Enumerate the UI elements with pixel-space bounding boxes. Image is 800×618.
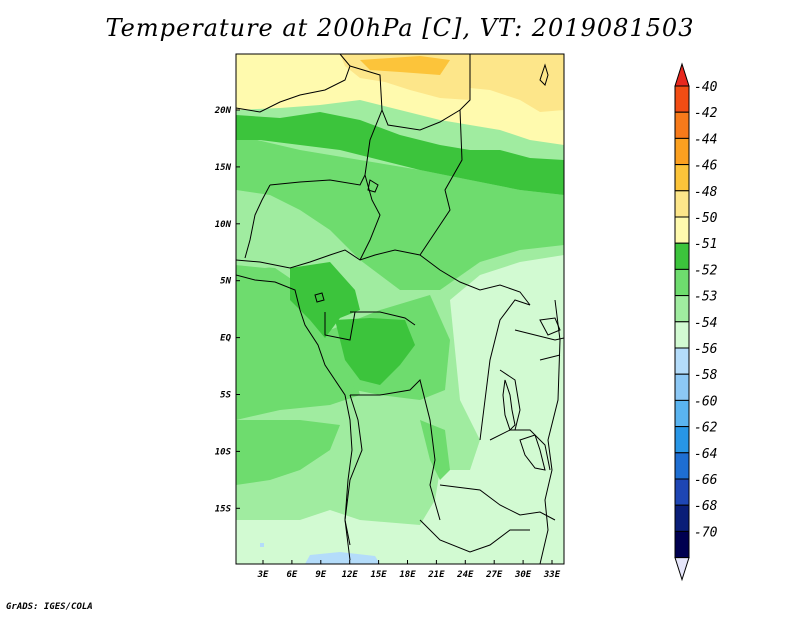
colorbar-swatch: [674, 190, 690, 218]
colorbar-label: -62: [694, 421, 718, 436]
temperature-field: [236, 54, 564, 564]
colorbar-swatch: [674, 216, 690, 244]
colorbar-swatch: [674, 373, 690, 401]
lon-tick-label: 9E: [315, 570, 326, 580]
colorbar-swatch: [674, 426, 690, 454]
field-band-56: [236, 255, 564, 564]
credit-label: GrADS: IGES/COLA: [6, 602, 93, 612]
colorbar-label: -70: [694, 525, 718, 540]
colorbar-swatch: [674, 530, 690, 559]
colorbar-swatch: [674, 111, 690, 139]
colorbar-label: -60: [694, 394, 718, 409]
lat-tick-label: EQ: [220, 334, 231, 344]
lat-tick-label: 15N: [215, 163, 232, 173]
longitude-axis: 3E 6E 9E 12E 15E 18E 21E 24E 27E 30E 33E: [257, 560, 561, 580]
lon-tick-label: 27E: [485, 570, 503, 580]
lakes: [314, 63, 561, 471]
colorbar-label: -66: [694, 473, 718, 488]
colorbar-label: -44: [694, 132, 717, 147]
colorbar-swatch: [674, 452, 690, 480]
lon-tick-label: 15E: [370, 570, 387, 580]
colorbar-swatch: [674, 137, 690, 166]
lon-tick-label: 33E: [543, 570, 561, 580]
colorbar-label: -54: [694, 316, 717, 331]
colorbar-label: -53: [694, 290, 717, 305]
colorbar-label: -51: [694, 237, 717, 252]
colorbar-label: -64: [694, 447, 717, 462]
lon-tick-label: 30E: [514, 570, 532, 580]
lon-tick-label: 3E: [257, 570, 269, 580]
lon-tick-label: 18E: [399, 570, 416, 580]
coastline: [236, 274, 353, 561]
colorbar-swatch: [674, 164, 690, 192]
lat-tick-label: 15S: [215, 504, 232, 514]
colorbar-swatch: [674, 85, 690, 113]
field-band-48: [360, 56, 450, 75]
lon-tick-label: 21E: [427, 570, 445, 580]
lat-tick-label: 5N: [220, 277, 231, 287]
colorbar-swatch: [674, 478, 690, 506]
colorbar-swatch: [674, 321, 690, 349]
colorbar-swatch: [674, 504, 690, 532]
colorbar-label: -40: [694, 80, 718, 95]
lon-tick-label: 24E: [456, 570, 474, 580]
lat-tick-label: 10S: [215, 447, 232, 457]
colorbar-cap-top: [674, 62, 690, 87]
lon-tick-label: 12E: [342, 570, 359, 580]
colorbar: -40 -42 -44 -46 -48 -50 -51 -52 -53 -54 -56 -58 -60 -…: [674, 62, 718, 582]
colorbar-swatch: [674, 242, 690, 270]
map-title: Temperature at 200hPa [C], VT: 201908150…: [105, 14, 695, 42]
colorbar-swatch: [674, 268, 690, 297]
map-frame: [235, 53, 565, 565]
field-band-53: [236, 135, 564, 290]
lat-tick-label: 10N: [215, 220, 232, 230]
colorbar-label: -52: [694, 263, 718, 278]
country-borders: [236, 54, 564, 553]
colorbar-label: -48: [694, 185, 718, 200]
colorbar-swatch: [674, 399, 690, 428]
lat-tick-label: 5S: [220, 391, 231, 401]
colorbar-label: -68: [694, 499, 718, 514]
colorbar-label: -50: [694, 211, 718, 226]
colorbar-swatch: [674, 295, 690, 323]
colorbar-label: -56: [694, 342, 718, 357]
field-band-52: [236, 112, 564, 195]
lon-tick-label: 6E: [286, 570, 297, 580]
colorbar-label: -58: [694, 368, 718, 383]
lat-tick-label: 20N: [214, 106, 232, 116]
colorbar-label: -46: [694, 159, 718, 174]
colorbar-cap-bottom: [674, 557, 690, 582]
latitude-axis: 20N 15N 10N 5N EQ 5S 10S 15S: [214, 106, 240, 514]
field-band-58: [305, 552, 380, 564]
colorbar-label: -42: [694, 106, 718, 121]
colorbar-swatch: [674, 347, 690, 375]
